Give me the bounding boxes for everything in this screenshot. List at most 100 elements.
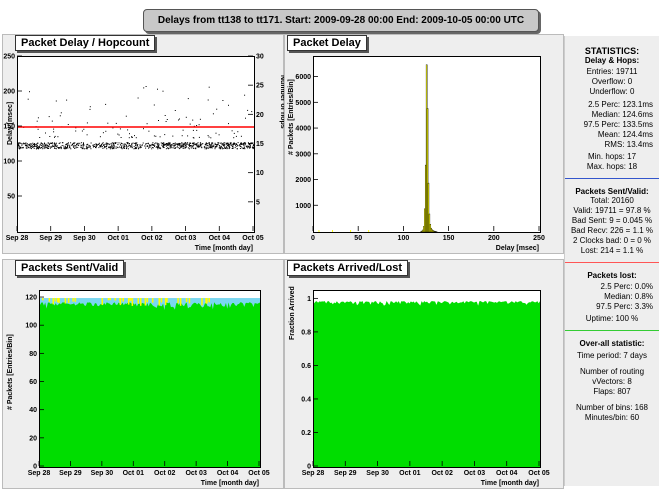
delay-outlier-point	[127, 129, 129, 131]
bad-recv-mark	[144, 298, 147, 306]
delay-point	[207, 143, 209, 145]
histogram-bar	[368, 230, 370, 232]
delay-point	[158, 147, 160, 149]
delay-point	[195, 143, 197, 145]
delay-point	[54, 146, 55, 148]
delay-point	[26, 145, 28, 147]
delay-point	[18, 147, 20, 149]
delay-point	[18, 143, 20, 145]
bad-recv-mark	[177, 298, 179, 304]
delay-point	[32, 145, 34, 147]
delay-point	[128, 144, 130, 146]
delay-point	[45, 145, 47, 147]
delay-point	[179, 144, 181, 146]
delay-point	[31, 146, 33, 148]
bad-recv-mark	[127, 298, 130, 305]
delay-outlier-point	[155, 135, 157, 137]
delay-point	[249, 146, 251, 148]
delay-point	[113, 146, 115, 148]
y2-tick-label: 15	[256, 141, 264, 148]
delay-point	[150, 145, 152, 147]
delay-point	[48, 142, 49, 144]
bad-recv-mark	[52, 298, 54, 305]
delay-point	[53, 145, 55, 147]
delay-point	[194, 143, 196, 145]
delay-point	[185, 145, 186, 147]
delay-point	[88, 146, 90, 148]
delay-point	[99, 144, 101, 146]
delay-point	[185, 144, 187, 146]
delay-point	[185, 142, 187, 144]
histogram-bar	[427, 182, 430, 232]
delay-point	[166, 143, 168, 145]
delay-outlier-point	[164, 115, 166, 116]
delay-point	[66, 147, 67, 149]
delay-outlier-point	[146, 123, 148, 125]
bad-recv-mark	[122, 298, 124, 302]
delay-point	[43, 148, 45, 150]
delay-point	[74, 148, 76, 149]
delay-point	[69, 147, 71, 149]
delay-point	[188, 148, 190, 150]
delay-point	[178, 143, 180, 145]
bad-recv-mark	[208, 298, 210, 303]
panel-title: Packets Sent/Valid	[15, 260, 125, 276]
bad-recv-mark	[205, 298, 207, 304]
delay-point	[134, 142, 136, 144]
delay-point	[183, 144, 185, 146]
delay-point	[183, 145, 185, 147]
delay-point	[36, 146, 38, 148]
delay-point	[252, 145, 254, 147]
delay-point	[208, 143, 210, 145]
delay-point	[196, 144, 198, 146]
delay-point	[100, 145, 102, 147]
delay-point	[58, 147, 60, 149]
delay-point	[147, 142, 149, 144]
delay-point	[44, 146, 46, 148]
y-tick-label: 0.4	[301, 396, 311, 403]
x-tick-label: Oct 02	[431, 470, 453, 477]
delay-point	[204, 144, 206, 146]
delay-point	[192, 146, 194, 148]
delay-hops-title: Delay & Hops:	[584, 56, 640, 65]
delay-point	[82, 147, 84, 149]
x-tick-label: Sep 28	[28, 470, 51, 477]
delay-point	[210, 147, 212, 149]
delay-point	[42, 143, 44, 145]
delay-point	[250, 143, 252, 145]
bad-recv-mark	[158, 298, 160, 306]
delay-point	[70, 142, 72, 144]
delay-point	[125, 145, 127, 147]
delay-point	[196, 143, 198, 145]
delay-point	[176, 146, 178, 148]
delay-point	[158, 143, 160, 145]
delay-point	[232, 145, 234, 147]
delay-point	[195, 144, 197, 146]
delay-point	[253, 147, 254, 148]
delay-point	[196, 146, 198, 148]
delay-point	[31, 145, 33, 147]
delay-point	[40, 147, 41, 149]
x-tick-label: Oct 05	[248, 470, 270, 477]
delay-point	[48, 145, 50, 147]
delay-point	[248, 146, 250, 148]
delay-point	[240, 143, 242, 145]
delay-point	[222, 145, 224, 146]
delay-point	[103, 145, 105, 146]
delay-point	[252, 143, 254, 145]
green-divider	[565, 330, 659, 331]
delay-point	[23, 142, 25, 144]
delay-point	[228, 145, 230, 147]
sent-valid-panel: Packets Sent/Valid 0 20 40 60 80 100 120 Sep 28…	[2, 259, 284, 489]
delay-point	[197, 142, 199, 144]
delay-point	[201, 146, 203, 148]
delay-point	[47, 145, 48, 147]
delay-point	[142, 142, 144, 144]
bad-recv-mark	[131, 298, 134, 306]
delay-point	[226, 148, 228, 150]
delay-point	[205, 147, 207, 149]
delay-point	[230, 145, 232, 146]
delay-point	[185, 146, 187, 148]
delay-point	[211, 147, 213, 149]
delay-point	[179, 145, 181, 147]
